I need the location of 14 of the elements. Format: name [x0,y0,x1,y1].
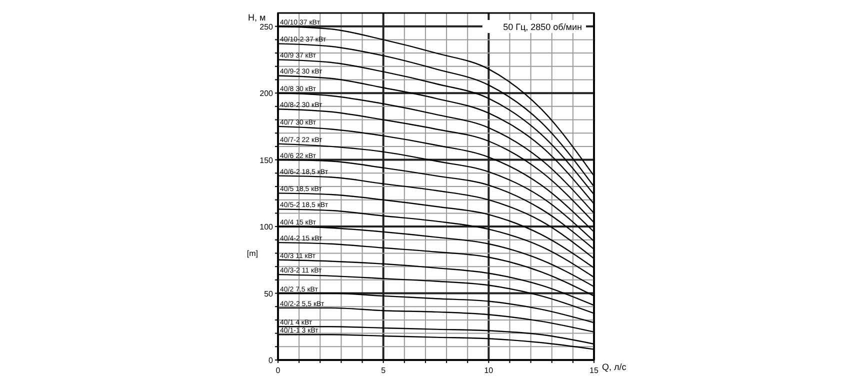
y2-axis-title: [m] [246,248,258,258]
y-axis-title: H, м [248,12,266,22]
y-tick-label: 0 [268,356,274,365]
x-tick-label: 10 [484,366,494,375]
x-tick-label: 0 [276,366,281,375]
x-tick-label: 15 [590,366,599,375]
x-tick-label: 5 [381,366,386,375]
x-axis-title: Q, л/с [602,362,627,372]
y-tick-label: 50 [264,289,274,298]
y-tick-label: 200 [260,89,274,98]
y-tick-label: 100 [260,222,274,232]
y-tick-label: 150 [260,156,274,165]
annotation: 50 Гц, 2850 об/мин [503,22,582,32]
y-tick-label: 250 [260,22,274,32]
